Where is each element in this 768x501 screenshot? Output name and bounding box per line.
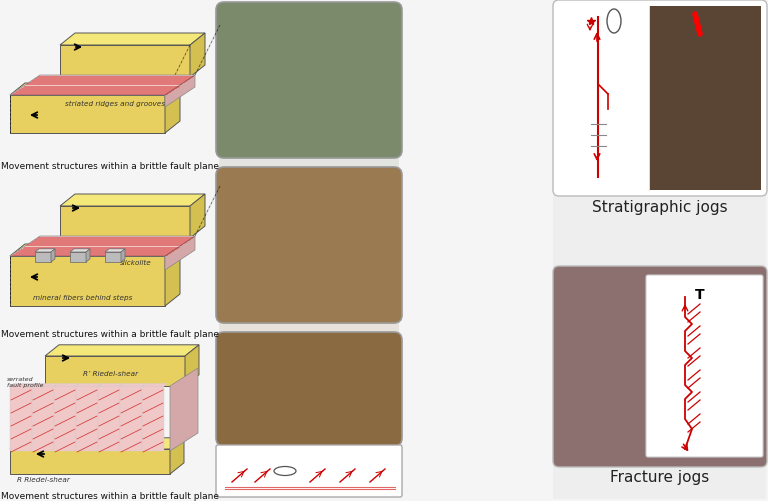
Polygon shape — [70, 249, 90, 253]
Text: Movement structures within a brittle fault plane: Movement structures within a brittle fau… — [1, 162, 219, 171]
Text: R’ Riedel-shear: R’ Riedel-shear — [83, 370, 138, 376]
Polygon shape — [120, 386, 142, 451]
Text: striated ridges and grooves: striated ridges and grooves — [65, 101, 165, 107]
Polygon shape — [54, 384, 80, 386]
Text: Stratigraphic jogs: Stratigraphic jogs — [592, 199, 728, 214]
Polygon shape — [76, 384, 102, 386]
Bar — [559, 7, 649, 190]
Polygon shape — [45, 356, 185, 386]
FancyBboxPatch shape — [219, 159, 399, 173]
Polygon shape — [10, 236, 195, 257]
Polygon shape — [32, 384, 58, 386]
Polygon shape — [105, 253, 121, 263]
Polygon shape — [76, 386, 98, 451]
Polygon shape — [10, 96, 165, 134]
FancyBboxPatch shape — [553, 267, 767, 467]
Text: T: T — [695, 288, 705, 302]
Polygon shape — [60, 194, 205, 206]
Polygon shape — [185, 345, 199, 386]
FancyBboxPatch shape — [216, 332, 402, 446]
Polygon shape — [10, 84, 180, 96]
Polygon shape — [10, 76, 195, 96]
Polygon shape — [10, 257, 165, 307]
FancyBboxPatch shape — [219, 446, 399, 460]
Text: Movement structures within a brittle fault plane: Movement structures within a brittle fau… — [1, 329, 219, 338]
Polygon shape — [60, 46, 190, 78]
Polygon shape — [170, 438, 184, 474]
Polygon shape — [98, 384, 124, 386]
Polygon shape — [32, 386, 54, 451]
Polygon shape — [165, 84, 180, 134]
Polygon shape — [10, 438, 184, 449]
FancyBboxPatch shape — [216, 168, 402, 323]
FancyBboxPatch shape — [646, 276, 763, 457]
Text: slickolite: slickolite — [120, 260, 152, 266]
FancyBboxPatch shape — [219, 323, 399, 337]
Polygon shape — [105, 249, 125, 253]
Text: R Riedel-shear: R Riedel-shear — [17, 476, 70, 482]
Polygon shape — [10, 384, 36, 386]
Polygon shape — [120, 384, 146, 386]
Polygon shape — [60, 206, 190, 238]
Polygon shape — [35, 249, 55, 253]
Polygon shape — [70, 253, 86, 263]
FancyBboxPatch shape — [216, 445, 402, 497]
FancyBboxPatch shape — [553, 1, 767, 196]
Polygon shape — [165, 76, 195, 108]
Text: Movement structures within a brittle fault plane: Movement structures within a brittle fau… — [1, 491, 219, 500]
Bar — [650, 7, 761, 190]
Polygon shape — [51, 249, 55, 263]
Polygon shape — [35, 253, 51, 263]
Polygon shape — [142, 384, 168, 386]
Text: Fracture jogs: Fracture jogs — [611, 469, 710, 484]
Polygon shape — [190, 34, 205, 78]
Polygon shape — [60, 34, 205, 46]
Polygon shape — [10, 386, 32, 451]
Polygon shape — [121, 249, 125, 263]
Text: serrated
fault profile: serrated fault profile — [7, 376, 44, 387]
FancyBboxPatch shape — [216, 3, 402, 159]
Polygon shape — [98, 386, 120, 451]
Polygon shape — [165, 236, 195, 271]
Bar — [553, 2, 766, 499]
Polygon shape — [165, 244, 180, 307]
Polygon shape — [10, 449, 170, 474]
Polygon shape — [10, 244, 180, 257]
Polygon shape — [86, 249, 90, 263]
Polygon shape — [45, 345, 199, 356]
Text: mineral fibers behind steps: mineral fibers behind steps — [33, 295, 132, 301]
Polygon shape — [54, 386, 76, 451]
Polygon shape — [142, 386, 164, 451]
Polygon shape — [170, 368, 198, 451]
Polygon shape — [190, 194, 205, 238]
